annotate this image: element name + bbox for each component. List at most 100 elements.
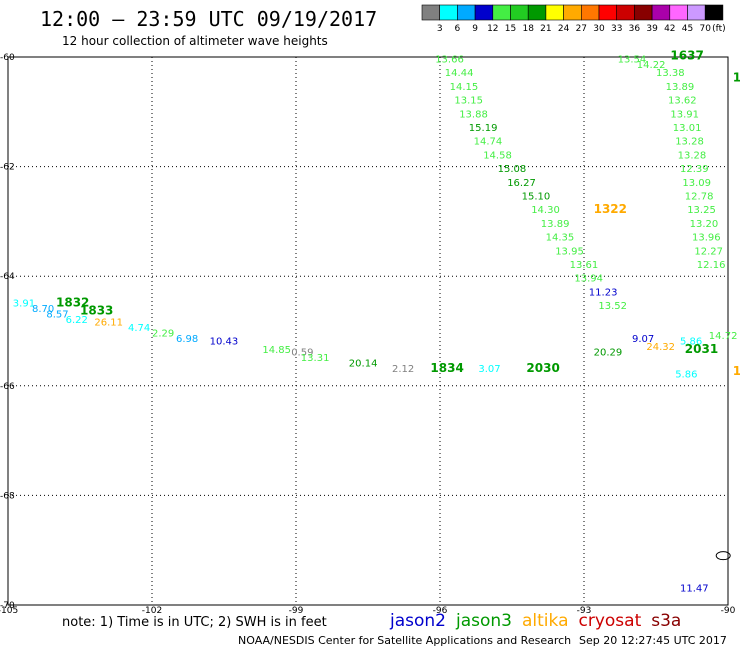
pass-time-labels: 1637163821251322183218331834203020311321 — [56, 49, 740, 378]
longitude-tick-label: -99 — [289, 606, 304, 616]
wave-height-value: 12.16 — [697, 260, 726, 271]
wave-height-value: 13.89 — [541, 219, 570, 230]
wave-height-value: 13.31 — [301, 353, 330, 364]
satellite-legend: jason2 jason3 altika cryosat s3a — [389, 611, 681, 631]
satellite-name-s3a: s3a — [651, 611, 681, 631]
lat-lon-grid — [8, 57, 728, 605]
wave-height-value: 10.43 — [210, 337, 239, 348]
color-scale-label: 12 — [487, 24, 498, 34]
color-swatch — [474, 4, 494, 21]
color-scale-label: 24 — [558, 24, 570, 34]
satellite-name-altika: altika — [522, 611, 569, 631]
color-swatch — [704, 4, 724, 21]
island-outline — [715, 551, 731, 561]
wave-height-value: 13.28 — [675, 137, 704, 148]
color-scale-label: 42 — [664, 24, 675, 34]
wave-height-value: 14.58 — [483, 150, 512, 161]
wave-height-value: 13.89 — [666, 82, 695, 93]
wave-height-value: 5.86 — [680, 337, 702, 348]
wave-height-observations: 13.66 14.44 14.15 13.15 13.88 15.19 14.74 14.58… — [13, 54, 738, 594]
color-scale-label: 30 — [593, 24, 605, 34]
color-swatch — [651, 4, 671, 21]
wave-height-value: 6.22 — [66, 315, 88, 326]
latitude-tick-label: -64 — [0, 272, 15, 282]
color-swatch — [598, 4, 618, 21]
wave-height-value: 13.15 — [454, 96, 483, 107]
color-scale-unit: (ft) — [712, 24, 726, 34]
wave-height-value: 13.61 — [570, 260, 599, 271]
color-scale-label: 33 — [611, 24, 622, 34]
color-scale-bar: 3 6 9 12 15 18 21 24 27 30 33 36 39 42 45 70 (ft) — [421, 4, 726, 34]
wave-height-value: 13.66 — [435, 54, 464, 65]
longitude-tick-label: -93 — [577, 606, 592, 616]
color-scale-label: 9 — [472, 24, 478, 34]
color-scale-label: 18 — [522, 24, 534, 34]
satellite-name-jason3: jason3 — [455, 611, 512, 631]
color-scale-label: 70 — [699, 24, 711, 34]
color-scale-label: 21 — [540, 24, 551, 34]
pass-time-label: 1832 — [56, 295, 89, 309]
wave-height-value: 4.74 — [128, 323, 150, 334]
wave-height-value: 8.70 — [32, 304, 54, 315]
wave-height-value: 13.20 — [690, 219, 719, 230]
wave-height-value: 13.09 — [682, 178, 711, 189]
wave-height-value: 5.86 — [675, 370, 697, 381]
wave-height-value: 13.25 — [687, 205, 716, 216]
latitude-tick-label: -68 — [0, 491, 15, 501]
pass-time-label: 1321 — [733, 364, 740, 378]
color-swatch — [563, 4, 582, 21]
wave-height-value: 13.96 — [692, 233, 721, 244]
wave-height-value: 8.57 — [46, 309, 68, 320]
wave-height-value: 13.88 — [459, 109, 488, 120]
wave-height-value: 26.11 — [94, 318, 123, 329]
color-swatch — [634, 4, 653, 21]
color-scale-label: 45 — [682, 24, 693, 34]
wave-height-value: 15.10 — [522, 191, 551, 202]
map-subtitle: 12 hour collection of altimeter wave hei… — [62, 34, 328, 48]
map-frame — [7, 56, 729, 606]
latitude-tick-label: -66 — [0, 382, 15, 392]
wave-height-value: 13.62 — [668, 96, 697, 107]
wave-height-value: 20.29 — [594, 348, 623, 359]
footer-credit: NOAA/NESDIS Center for Satellite Applica… — [238, 634, 571, 647]
color-swatch — [510, 4, 529, 21]
wave-height-value: 3.07 — [478, 364, 500, 375]
pass-time-label: 2031 — [685, 342, 718, 356]
wave-height-value: 13.28 — [678, 150, 707, 161]
wave-height-value: 13.95 — [555, 246, 584, 257]
wave-height-value: 14.35 — [546, 233, 575, 244]
color-scale-label: 27 — [576, 24, 587, 34]
longitude-tick-label: -105 — [0, 606, 18, 616]
wave-height-value: 14.15 — [450, 82, 479, 93]
wave-height-value: 11.47 — [680, 583, 709, 594]
wave-height-value: 20.14 — [349, 359, 378, 370]
pass-time-label: 1322 — [594, 202, 627, 216]
color-swatch — [439, 4, 458, 21]
wave-height-value: 12.27 — [694, 246, 723, 257]
map-title: 12:00 – 23:59 UTC 09/19/2017 — [40, 7, 377, 31]
wave-height-value: 14.85 — [262, 345, 291, 356]
wave-height-value: 12.78 — [685, 191, 714, 202]
color-scale-label: 15 — [505, 24, 516, 34]
wave-height-value: 2.29 — [152, 328, 174, 339]
pass-time-label: 2030 — [526, 361, 559, 375]
color-scale-label: 39 — [646, 24, 658, 34]
wave-height-value: 14.30 — [531, 205, 560, 216]
wave-height-value: 14.72 — [709, 331, 738, 342]
axis-tick-labels: -105 -102 -99 -96 -93 -90 -60 -62 -64 -66 -68 -70 — [0, 53, 736, 616]
color-swatch — [687, 4, 706, 21]
wave-height-value: 14.22 — [637, 60, 666, 71]
color-swatch — [545, 4, 564, 21]
longitude-tick-label: -96 — [433, 606, 448, 616]
pass-time-label: 1834 — [430, 361, 463, 375]
wave-height-value: 13.01 — [673, 123, 702, 134]
color-scale-label: 36 — [629, 24, 641, 34]
wave-height-value: 2.12 — [392, 364, 414, 375]
wave-height-value: 14.44 — [445, 68, 474, 79]
footer-timestamp: Sep 20 12:27:45 UTC 2017 — [579, 634, 727, 647]
wave-height-value: 13.94 — [574, 274, 603, 285]
color-swatch — [492, 4, 511, 21]
latitude-tick-label: -62 — [0, 163, 15, 173]
wave-height-value: 3.91 — [13, 298, 35, 309]
